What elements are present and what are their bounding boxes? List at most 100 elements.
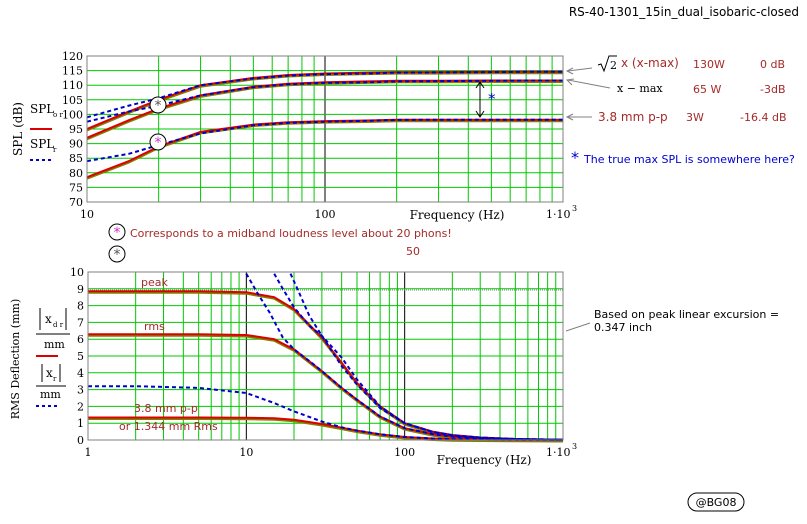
deflection-y-tick: 4: [77, 367, 84, 380]
range-star: *: [488, 90, 496, 108]
deflection-series: [88, 273, 564, 443]
spl-y-axis-label: SPL (dB): [11, 102, 25, 156]
pointer-xmax-head: [565, 67, 574, 75]
label-peak: peak: [141, 276, 168, 289]
spl-y-tick: 120: [62, 50, 83, 63]
sqrt-sign: [597, 55, 617, 73]
deflection-y-tick: 6: [77, 333, 84, 346]
deflection-y-tick: 0: [77, 434, 84, 447]
note-50-phon-star: *: [114, 247, 121, 263]
deflection-plot-frame: [87, 271, 564, 441]
deflection-x-tick-last-exp: 3: [572, 442, 577, 451]
pp-label: 3.8 mm p-p: [598, 110, 668, 124]
deflection-series-6: [88, 385, 564, 441]
loudness-note-2: 50: [406, 245, 420, 258]
legend-red-label: SPL: [30, 102, 54, 116]
sqrt2-value: 2: [610, 59, 617, 72]
xmax-label: x (x-max): [621, 56, 679, 70]
figure-title: RS-40-1301_15in_dual_isobaric-closed: [569, 5, 799, 19]
spl-y-tick: 110: [62, 79, 83, 92]
xmax-row2-label: x − max: [617, 82, 663, 95]
deflection-y-tick-labels: 0 1 2 3 4 5 6 7 8 9 10: [70, 266, 84, 447]
label-rms: rms: [144, 320, 165, 333]
note-20-phon-star: *: [114, 225, 121, 241]
spl-legend: SPL o r SPL r: [30, 102, 63, 161]
spl-y-tick: 115: [62, 65, 83, 78]
excursion-note-line2: 0.347 inch: [594, 321, 652, 334]
xmax-row2-db: -3dB: [760, 83, 786, 96]
spl-y-tick: 105: [62, 94, 83, 107]
pointer-xmax-3db: [567, 79, 611, 89]
marker-50-phon: *: [149, 96, 167, 114]
label-pp-rms: or 1.344 mm Rms: [119, 420, 218, 433]
loudness-notes: * Corresponds to a midband loudness leve…: [108, 223, 452, 263]
spl-y-tick: 90: [69, 138, 83, 151]
excursion-note-line1: Based on peak linear excursion =: [594, 308, 779, 321]
deflection-y-tick: 9: [77, 283, 84, 296]
spl-y-tick: 85: [69, 152, 83, 165]
xmax-power: 130W: [693, 58, 725, 71]
spl-y-tick: 80: [69, 167, 83, 180]
pp-power: 3W: [686, 111, 704, 124]
legend-blue-top: x: [46, 366, 53, 380]
deflection-x-tick-last: 1·10: [546, 446, 571, 459]
spl-range-arrow: *: [475, 81, 496, 118]
marker-20-phon-circle: [149, 133, 167, 151]
deflection-x-tick-labels: 1 10 100 1·10 3: [85, 442, 578, 459]
legend-blue-bottom: mm: [40, 388, 61, 401]
label-pp: 3.8 mm p-p: [134, 402, 198, 415]
true-max-note: The true max SPL is somewhere here?: [583, 153, 795, 166]
deflection-x-axis-label: Frequency (Hz): [437, 453, 532, 467]
pointer-pp-head: [565, 113, 574, 121]
marker-50-phon-circle: [149, 96, 167, 114]
legend-red-top: x: [45, 312, 52, 326]
spl-right-annotations: 2 x (x-max) 130W 0 dB x − max 65 W -3dB …: [565, 55, 795, 167]
spl-y-tick: 100: [62, 108, 83, 121]
true-max-star: *: [571, 148, 579, 167]
spl-x-tick: 10: [80, 208, 94, 221]
deflection-y-tick: 8: [77, 300, 84, 313]
deflection-y-tick: 10: [70, 266, 84, 279]
legend-red-bottom: mm: [44, 338, 65, 351]
spl-x-axis-label: Frequency (Hz): [410, 208, 505, 222]
marker-50-phon-star: *: [155, 98, 162, 114]
range-arrow-head-top: [475, 81, 485, 89]
deflection-x-tick: 100: [394, 446, 415, 459]
pp-db: -16.4 dB: [740, 111, 787, 124]
loudness-note-1: Corresponds to a midband loudness level …: [130, 227, 452, 240]
spl-x-tick-labels: 10 100 1·10 3: [80, 204, 577, 221]
deflection-y-tick: 2: [77, 400, 84, 413]
deflection-series-5: [245, 273, 564, 441]
spl-plot-frame: [86, 55, 564, 203]
deflection-y-tick: 5: [77, 350, 84, 363]
signature-text: @BG08: [696, 496, 737, 509]
spl-y-tick: 70: [69, 196, 83, 209]
deflection-y-tick: 3: [77, 384, 84, 397]
spl-grid: [86, 55, 563, 203]
legend-blue-top-sub: r: [53, 375, 57, 383]
marker-20-phon: *: [149, 133, 167, 151]
spl-x-tick-last-exp: 3: [572, 204, 577, 213]
spl-series-1: [86, 70, 563, 119]
excursion-note-pointer: [565, 322, 591, 332]
legend-blue-label: SPL: [30, 137, 54, 151]
pointer-xmax-3db-head: [565, 78, 575, 86]
xmax-db: 0 dB: [760, 58, 785, 71]
spl-y-tick: 75: [69, 181, 83, 194]
deflection-y-tick: 7: [77, 316, 84, 329]
spl-x-tick: 100: [315, 208, 336, 221]
legend-blue-sub: r: [53, 146, 57, 154]
xmax-row2-power: 65 W: [693, 83, 721, 96]
range-arrow-head-bottom: [475, 110, 485, 118]
legend-red-top-sub: d r: [53, 321, 64, 329]
pointer-xmax: [567, 67, 593, 72]
deflection-series-shadow-2: [88, 418, 564, 443]
spl-y-tick: 95: [69, 123, 83, 136]
spl-x-tick-last: 1·10: [546, 208, 571, 221]
deflection-x-tick: 10: [239, 446, 253, 459]
marker-20-phon-star: *: [155, 135, 162, 151]
